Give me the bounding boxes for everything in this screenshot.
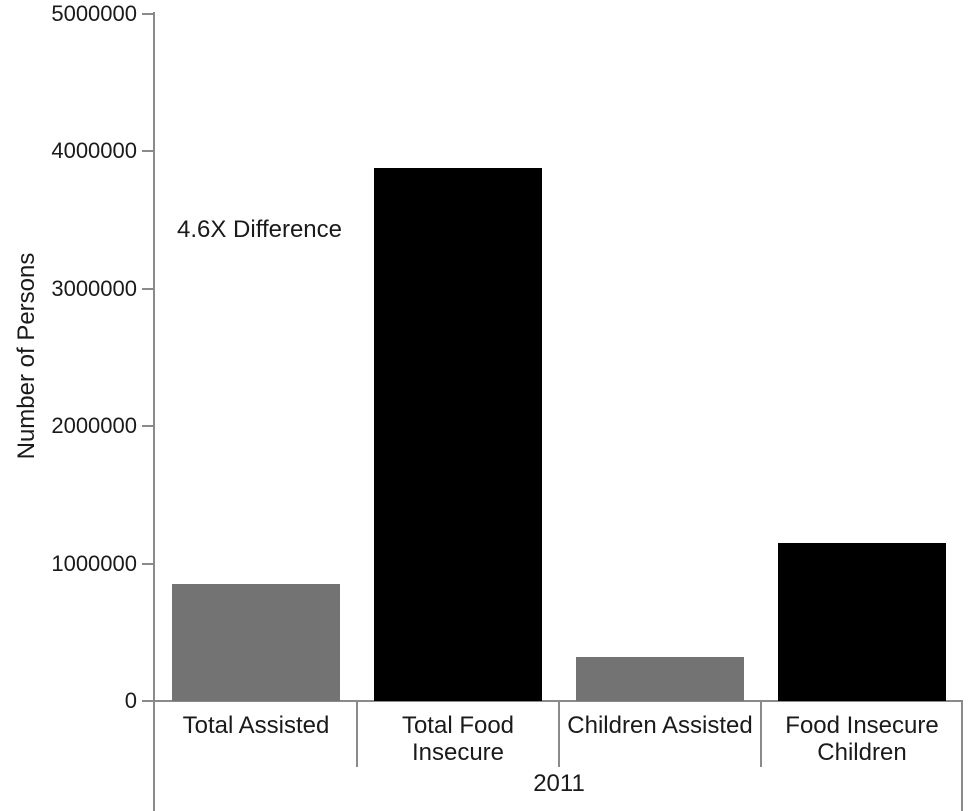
y-tick-mark	[142, 150, 154, 153]
bar-total-assisted	[172, 584, 340, 701]
category-label: Total Food Insecure	[357, 712, 559, 766]
category-label-line: Total Food	[401, 712, 515, 739]
category-label-line: Total Assisted	[182, 712, 330, 739]
y-tick-label: 1000000	[51, 550, 137, 576]
y-tick-mark	[142, 562, 154, 565]
category-label: Total Assisted	[155, 712, 357, 739]
y-tick-mark	[142, 425, 154, 428]
category-separator	[558, 701, 560, 767]
category-label: Children Assisted	[559, 712, 761, 739]
y-tick-label: 3000000	[51, 275, 137, 301]
x-axis-group-label: 2011	[533, 770, 585, 797]
category-separator	[356, 701, 358, 767]
y-tick-mark	[142, 700, 154, 702]
category-label-line: Food Insecure	[785, 712, 939, 739]
category-separator	[760, 701, 762, 767]
category-label-line: Insecure	[411, 739, 505, 766]
y-tick-label: 5000000	[51, 1, 137, 26]
difference-annotation: 4.6X Difference	[177, 216, 342, 243]
bar-food-insecure-children	[778, 543, 946, 701]
y-tick-label: 2000000	[51, 413, 137, 439]
bar-children-assisted	[576, 657, 744, 701]
y-tick-label: 0	[124, 688, 137, 713]
category-label: Food Insecure Children	[761, 712, 963, 766]
y-tick-mark	[142, 13, 154, 15]
category-label-line: Children Assisted	[567, 712, 753, 739]
y-tick-mark	[142, 287, 154, 290]
bar-total-food-insecure	[374, 168, 542, 701]
category-axis-right-border	[961, 700, 963, 811]
y-tick-label: 4000000	[51, 138, 137, 164]
y-axis-line	[153, 12, 155, 811]
category-label-line: Children	[817, 739, 907, 766]
